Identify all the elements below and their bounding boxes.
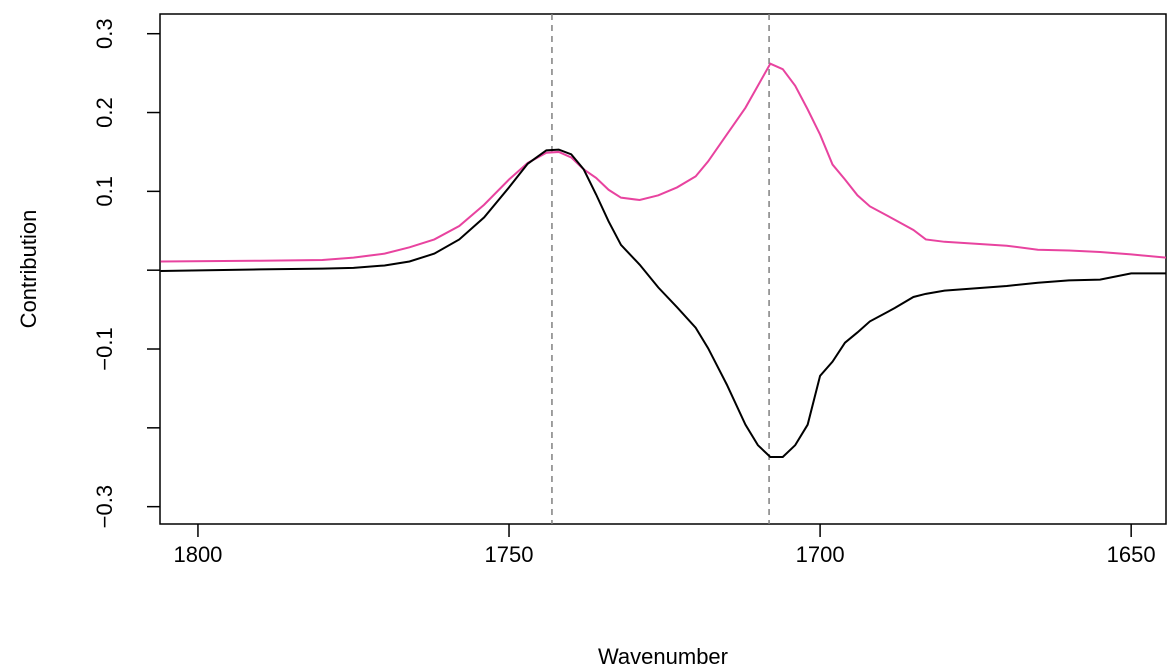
x-tick-label: 1800 [173, 542, 222, 567]
y-tick-label: 0.2 [92, 97, 117, 128]
y-tick-label: −0.1 [92, 327, 117, 370]
y-tick-label: −0.3 [92, 485, 117, 528]
x-tick-label: 1650 [1107, 542, 1156, 567]
y-tick-label: 0.1 [92, 176, 117, 207]
y-tick-label: 0.3 [92, 18, 117, 49]
data-line [160, 148, 1166, 458]
data-line [160, 62, 1166, 263]
x-tick-label: 1750 [485, 542, 534, 567]
y-axis-title: Contribution [16, 210, 41, 329]
plot-frame [159, 13, 1167, 525]
x-axis-title: Wavenumber [598, 644, 728, 669]
x-tick-label: 1700 [796, 542, 845, 567]
